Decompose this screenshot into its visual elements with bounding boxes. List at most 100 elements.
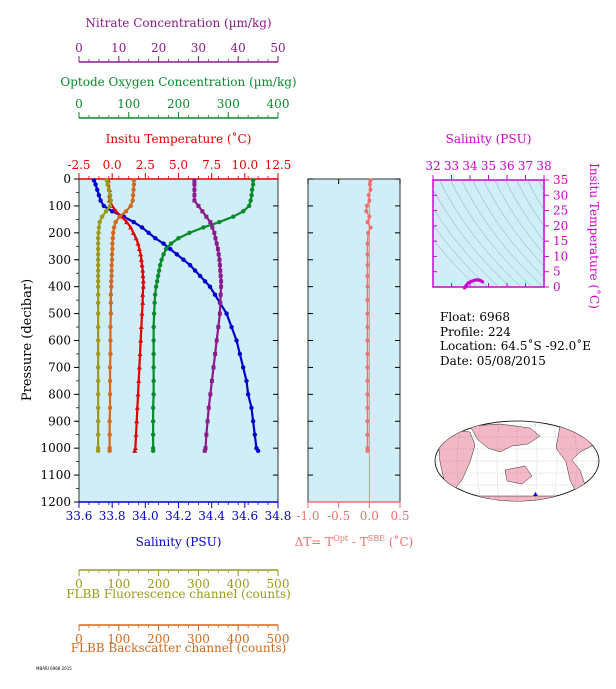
fluorescence-point [96,258,100,262]
y-tick-label: 800 [48,387,71,401]
fluorescence-point [96,325,100,329]
nitrate-point [216,325,220,329]
fluorescence-point [96,231,100,235]
backscatter-point [108,352,112,356]
salinity-point [224,311,228,315]
delta-point [365,298,369,302]
fluorescence-point [96,365,100,369]
nitrate-point [215,242,219,246]
backscatter-point [108,392,112,396]
delta-tick-label: 0.0 [360,509,379,523]
delta-point [365,252,369,256]
fluorescence-point [97,220,101,224]
backscatter-point [109,293,113,297]
backscatter-point [108,325,112,329]
delta-tick-label: -0.5 [327,509,350,523]
delta-point [365,312,369,316]
oxygen-tick-label: 0 [75,97,83,111]
backscatter-point [131,193,135,197]
salinity-point [140,225,144,229]
backscatter-point [108,379,112,383]
backscatter-point [112,225,116,229]
nitrate-point [214,236,218,240]
oxygen-point [248,198,252,202]
oxygen-point [151,365,155,369]
nitrate-point [192,193,196,197]
backscatter-point [111,231,115,235]
ts-x-tick-label: 38 [536,159,551,173]
y-tick-label: 1000 [40,441,71,455]
oxygen-point [161,252,165,256]
nitrate-tick-label: 50 [270,41,285,55]
oxygen-point [151,419,155,423]
location-line: Location: 64.5˚S -92.0˚E [436,339,591,354]
nitrate-point [216,247,220,251]
salinity-point [98,198,102,202]
fluorescence-point [107,188,111,192]
oxygen-tick-label: 200 [167,97,190,111]
salinity-point [241,365,245,369]
oxygen-tick-label: 400 [267,97,290,111]
nitrate-point [203,449,207,453]
ts-y-tick-label: 0 [553,280,561,294]
delta-tick-label: -1.0 [296,509,319,523]
salinity-point [132,220,136,224]
backscatter-point [111,236,115,240]
backscatter-point [109,311,113,315]
fluorescence-point [96,293,100,297]
salinity-point [244,379,248,383]
date-label: Date: [440,354,473,368]
temperature-axis-title: Insitu Temperature (˚C) [106,131,252,146]
delta-point [365,339,369,343]
nitrate-tick-label: 0 [75,41,83,55]
delta-point [365,392,369,396]
salinity-point [188,263,192,267]
oxygen-point [151,449,155,453]
delta-point [365,449,369,453]
nitrate-point [215,339,219,343]
ts-y-tick-label: 30 [553,188,568,202]
fluorescence-point [100,214,104,218]
oxygen-point [164,247,168,251]
fluorescence-point [108,193,112,197]
delta-point [365,419,369,423]
backscatter-point [109,301,113,305]
y-tick-label: 1200 [40,495,71,509]
fluorescence-point [96,252,100,256]
oxygen-point [251,178,255,182]
backscatter-point [113,220,117,224]
salinity-point [246,392,250,396]
oxygen-point [187,231,191,235]
backscatter-point [129,204,133,208]
salinity-tick-label: 33.8 [99,509,126,523]
y-tick-label: 700 [48,360,71,374]
ts-y-tick-label: 15 [553,234,568,248]
backscatter-point [109,284,113,288]
backscatter-point [117,214,121,218]
delta-point [365,352,369,356]
nitrate-tick-label: 10 [111,41,126,55]
oxygen-point [217,220,221,224]
oxygen-point [155,279,159,283]
oxygen-point [250,188,254,192]
temperature-tick-label: 0.0 [103,158,122,172]
delta-point [369,225,373,229]
salinity-tick-label: 33.6 [66,509,93,523]
delta-axis-title-part: (˚C) [385,534,413,549]
salinity-tick-label: 34.0 [132,509,159,523]
ts-x-tick-label: 35 [481,159,496,173]
oxygen-point [151,352,155,356]
oxygen-point [249,193,253,197]
y-tick-label: 400 [48,280,71,294]
fluorescence-point [96,392,100,396]
temperature-tick-label: -2.5 [67,158,90,172]
salinity-point [95,188,99,192]
backscatter-point [132,182,136,186]
nitrate-point [208,392,212,396]
salinity-point [181,258,185,262]
oxygen-point [247,204,251,208]
ts-y-tick-label: 10 [553,249,568,263]
y-tick-label: 900 [48,414,71,428]
y-axis-label: Pressure (decibar) [20,279,35,401]
backscatter-point [108,365,112,369]
